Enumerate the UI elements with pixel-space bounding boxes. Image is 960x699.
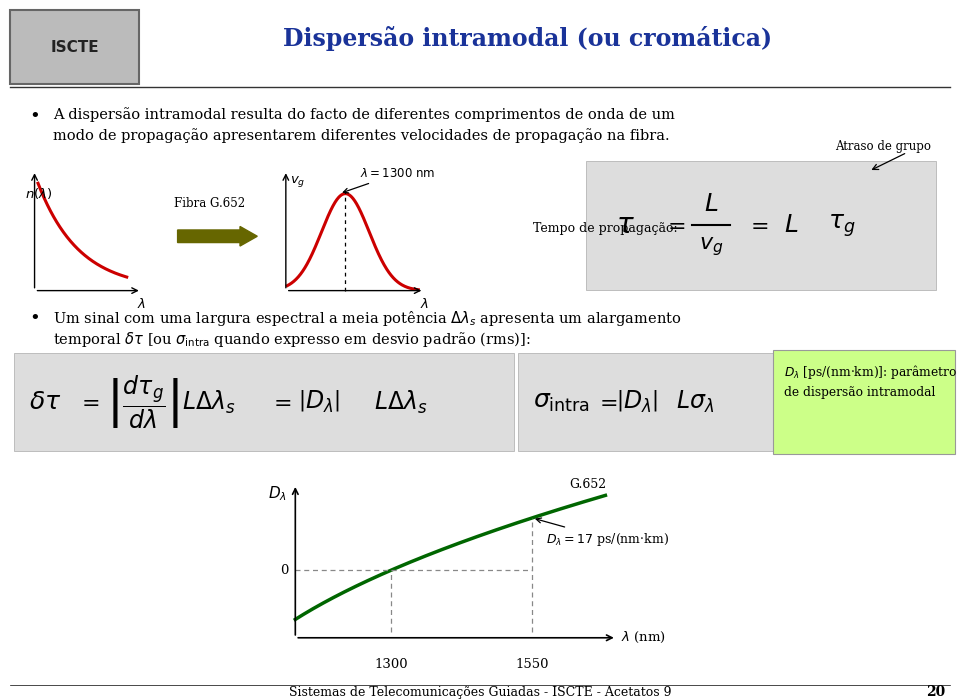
Text: $\lambda$ (nm): $\lambda$ (nm) bbox=[621, 630, 666, 645]
Text: $\delta\tau$: $\delta\tau$ bbox=[29, 390, 61, 415]
Text: $D_\lambda$: $D_\lambda$ bbox=[268, 484, 287, 503]
Text: 0: 0 bbox=[280, 563, 289, 577]
FancyBboxPatch shape bbox=[586, 161, 936, 290]
Text: $\left|D_\lambda\right|$: $\left|D_\lambda\right|$ bbox=[616, 389, 659, 415]
Text: temporal $\delta\tau$ [ou $\sigma_{\rm intra}$ quando expresso em desvio padrão : temporal $\delta\tau$ [ou $\sigma_{\rm i… bbox=[53, 330, 530, 349]
Text: $=$: $=$ bbox=[594, 392, 617, 412]
Text: Fibra G.652: Fibra G.652 bbox=[174, 196, 245, 210]
Text: de dispersão intramodal: de dispersão intramodal bbox=[784, 387, 936, 399]
Text: Sistemas de Telecomunicações Guiadas - ISCTE - Acetatos 9: Sistemas de Telecomunicações Guiadas - I… bbox=[289, 686, 671, 698]
Text: $L\sigma_\lambda$: $L\sigma_\lambda$ bbox=[676, 389, 714, 415]
Text: $L$: $L$ bbox=[704, 192, 718, 216]
Text: $\left|D_\lambda\right|$: $\left|D_\lambda\right|$ bbox=[298, 389, 340, 415]
Text: $\lambda$: $\lambda$ bbox=[420, 297, 429, 311]
Text: $n(\lambda)$: $n(\lambda)$ bbox=[25, 186, 53, 201]
FancyBboxPatch shape bbox=[10, 10, 139, 84]
Text: Um sinal com uma largura espectral a meia potência $\Delta\lambda_s$ apresenta u: Um sinal com uma largura espectral a mei… bbox=[53, 309, 682, 328]
Text: $\left|\dfrac{d\tau_g}{d\lambda}\right|$: $\left|\dfrac{d\tau_g}{d\lambda}\right|$ bbox=[106, 374, 179, 431]
FancyBboxPatch shape bbox=[14, 353, 514, 451]
FancyBboxPatch shape bbox=[518, 353, 773, 451]
Text: $=$: $=$ bbox=[746, 215, 768, 236]
Text: Atraso de grupo: Atraso de grupo bbox=[835, 140, 931, 153]
FancyBboxPatch shape bbox=[773, 350, 955, 454]
Text: $D_\lambda = 17$ ps/(nm·km): $D_\lambda = 17$ ps/(nm·km) bbox=[536, 518, 669, 547]
Text: $D_\lambda$ [ps/(nm·km)]: parâmetro: $D_\lambda$ [ps/(nm·km)]: parâmetro bbox=[784, 363, 958, 381]
Text: $\tau_g$: $\tau_g$ bbox=[828, 212, 855, 239]
Text: $=$: $=$ bbox=[269, 392, 292, 412]
Text: $\lambda = 1300$ nm: $\lambda = 1300$ nm bbox=[344, 167, 436, 193]
Text: modo de propagação apresentarem diferentes velocidades de propagação na fibra.: modo de propagação apresentarem diferent… bbox=[53, 129, 669, 143]
Text: $\tau$: $\tau$ bbox=[616, 211, 635, 240]
Text: $=$: $=$ bbox=[77, 392, 100, 412]
Text: $\lambda$: $\lambda$ bbox=[137, 297, 146, 311]
Text: G.652: G.652 bbox=[569, 478, 607, 491]
Text: $=$: $=$ bbox=[663, 215, 686, 236]
Text: A dispersão intramodal resulta do facto de diferentes comprimentos de onda de um: A dispersão intramodal resulta do facto … bbox=[53, 107, 675, 122]
Text: Dispersão intramodal (ou cromática): Dispersão intramodal (ou cromática) bbox=[283, 26, 773, 51]
Text: $L$: $L$ bbox=[783, 213, 798, 238]
Text: •: • bbox=[29, 108, 39, 127]
FancyArrow shape bbox=[178, 226, 257, 246]
Text: $L\Delta\lambda_s$: $L\Delta\lambda_s$ bbox=[182, 389, 236, 416]
Text: Tempo de propagação:: Tempo de propagação: bbox=[533, 222, 678, 235]
Text: $v_g$: $v_g$ bbox=[699, 236, 723, 259]
Text: $v_g$: $v_g$ bbox=[290, 174, 305, 189]
Text: •: • bbox=[29, 310, 39, 329]
Text: ISCTE: ISCTE bbox=[51, 40, 99, 55]
Text: 20: 20 bbox=[926, 685, 946, 699]
Text: $L\Delta\lambda_s$: $L\Delta\lambda_s$ bbox=[374, 389, 428, 416]
Text: $\sigma_{\rm intra}$: $\sigma_{\rm intra}$ bbox=[533, 390, 589, 415]
